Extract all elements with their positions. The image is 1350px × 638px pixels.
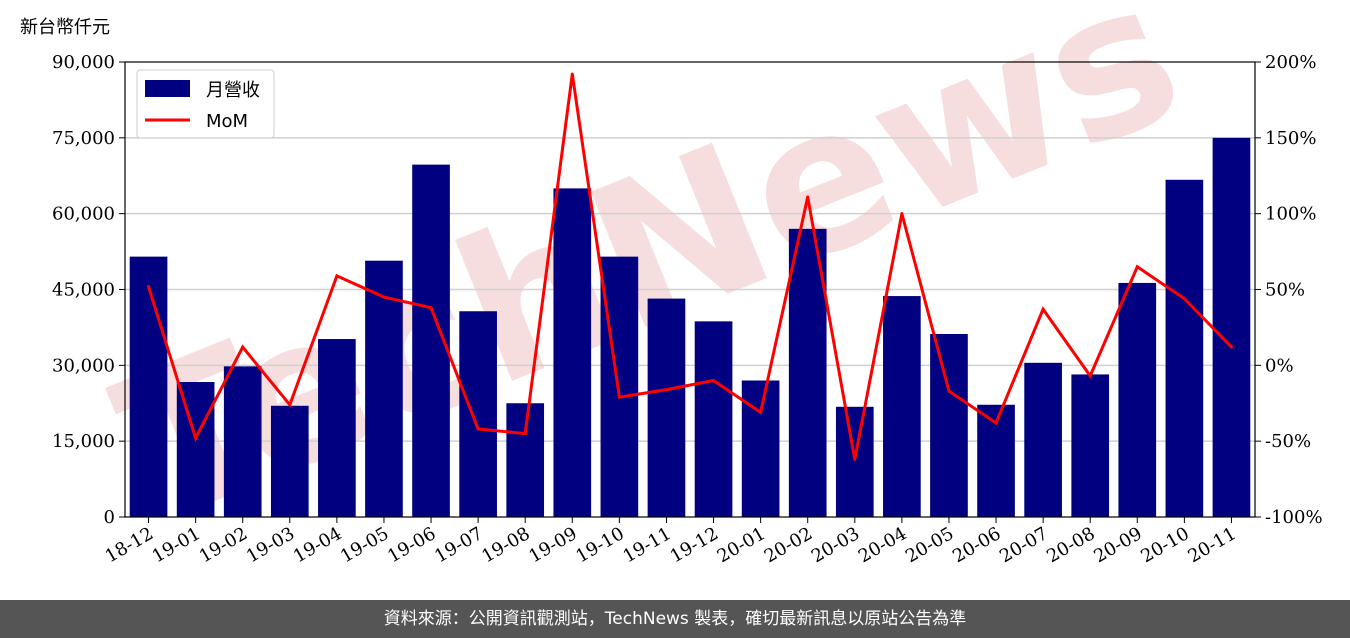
mom-point-20-01 [759, 410, 763, 414]
mom-point-19-04 [335, 274, 339, 278]
y-right-tick-label: -50% [1265, 431, 1311, 452]
bar-series [129, 137, 1251, 518]
x-tick-label: 19-04 [290, 523, 345, 567]
bar-19-11 [647, 298, 686, 517]
mom-point-19-12 [712, 379, 716, 382]
y-left-tick-label: 15,000 [52, 431, 115, 452]
mom-point-19-05 [382, 295, 386, 299]
mom-point-20-05 [947, 389, 951, 393]
mom-point-20-10 [1182, 297, 1186, 301]
x-tick-label: 20-06 [949, 523, 1004, 567]
revenue-mom-chart: TechNews 新台幣仟元 015,00030,00045,00060,000… [20, 0, 1323, 568]
bar-19-05 [365, 260, 403, 517]
y-left-tick-label: 0 [104, 507, 115, 528]
mom-point-20-02 [806, 195, 810, 199]
x-tick-label: 20-05 [902, 523, 957, 567]
mom-point-18-12 [147, 284, 151, 288]
mom-point-20-07 [1041, 307, 1045, 311]
bar-20-04 [883, 296, 921, 517]
x-tick-label: 20-02 [761, 523, 816, 567]
mom-point-20-11 [1229, 345, 1233, 349]
mom-point-19-03 [288, 403, 292, 407]
y-right-tick-label: 100% [1265, 204, 1316, 225]
mom-line-series [147, 72, 1233, 461]
x-tick-label: 19-10 [572, 523, 627, 567]
mom-point-19-01 [194, 436, 198, 440]
bar-20-07 [1024, 362, 1062, 517]
mom-point-19-11 [664, 388, 668, 392]
legend-line-label: MoM [206, 111, 248, 132]
x-tick-label: 19-11 [620, 523, 675, 567]
bar-19-09 [553, 188, 592, 517]
bar-19-12 [694, 321, 733, 517]
x-tick-label: 20-08 [1043, 523, 1098, 567]
x-tick-label: 20-04 [855, 523, 910, 567]
x-tick-label: 19-07 [431, 523, 486, 567]
bar-19-01 [176, 382, 215, 517]
x-tick-label: 19-06 [384, 523, 439, 567]
y-left-tick-label: 45,000 [52, 280, 115, 301]
bar-20-02 [788, 228, 827, 518]
x-tick-label: 20-10 [1137, 523, 1192, 567]
mom-point-20-08 [1088, 374, 1092, 378]
bar-19-02 [223, 366, 262, 517]
y-right-tick-label: 200% [1265, 52, 1316, 73]
bar-19-07 [459, 311, 497, 517]
bar-20-09 [1118, 282, 1157, 517]
bar-19-04 [318, 339, 356, 517]
bar-20-01 [741, 380, 780, 517]
bar-20-05 [930, 333, 968, 517]
y-left-tick-label: 75,000 [52, 128, 115, 149]
y-right-tick-label: -100% [1265, 507, 1323, 528]
mom-line [147, 73, 1233, 460]
x-tick-label: 20-09 [1090, 523, 1145, 567]
mom-point-19-08 [523, 432, 527, 436]
mom-point-20-03 [853, 457, 857, 461]
bar-20-03 [835, 406, 874, 517]
x-tick-label: 19-09 [525, 523, 580, 567]
mom-point-19-09 [570, 72, 574, 76]
mom-point-19-07 [476, 427, 480, 431]
mom-point-19-02 [241, 345, 245, 349]
x-tick-label: 20-03 [808, 523, 863, 567]
y-left-tick-label: 30,000 [52, 355, 115, 376]
x-tick-label: 19-05 [337, 523, 392, 567]
y-left-tick-label: 60,000 [52, 204, 115, 225]
y-axis-unit-label: 新台幣仟元 [20, 17, 110, 38]
bar-20-10 [1165, 179, 1204, 518]
y-right-tick-label: 0% [1265, 355, 1294, 376]
gridlines [125, 137, 1255, 442]
mom-point-20-06 [994, 421, 998, 425]
mom-point-20-09 [1135, 265, 1139, 269]
y-right-tick-label: 150% [1265, 128, 1316, 149]
x-tick-label: 20-01 [714, 523, 769, 567]
x-tick-label: 20-07 [996, 523, 1051, 567]
bar-20-11 [1212, 137, 1251, 518]
y-right-tick-label: 50% [1265, 280, 1305, 301]
x-tick-label: 19-08 [478, 523, 533, 567]
x-tick-label: 19-12 [667, 523, 722, 567]
y-left-tick-label: 90,000 [52, 52, 115, 73]
source-footer: 資料來源：公開資訊觀測站，TechNews 製表，確切最新訊息以原站公告為準 [0, 600, 1350, 638]
mom-point-20-04 [900, 212, 904, 216]
x-tick-label: 18-12 [102, 523, 157, 567]
bar-19-08 [506, 403, 545, 517]
x-tick-label: 20-11 [1185, 523, 1240, 567]
bar-19-03 [270, 405, 309, 517]
legend: 月營收 MoM [136, 69, 275, 139]
plot-frame [124, 61, 1256, 518]
bar-18-12 [129, 256, 168, 517]
mom-point-19-06 [429, 306, 433, 310]
legend-bar-swatch [145, 80, 190, 97]
mom-point-19-10 [617, 395, 621, 399]
bar-20-08 [1071, 374, 1110, 517]
legend-bar-label: 月營收 [206, 80, 260, 101]
